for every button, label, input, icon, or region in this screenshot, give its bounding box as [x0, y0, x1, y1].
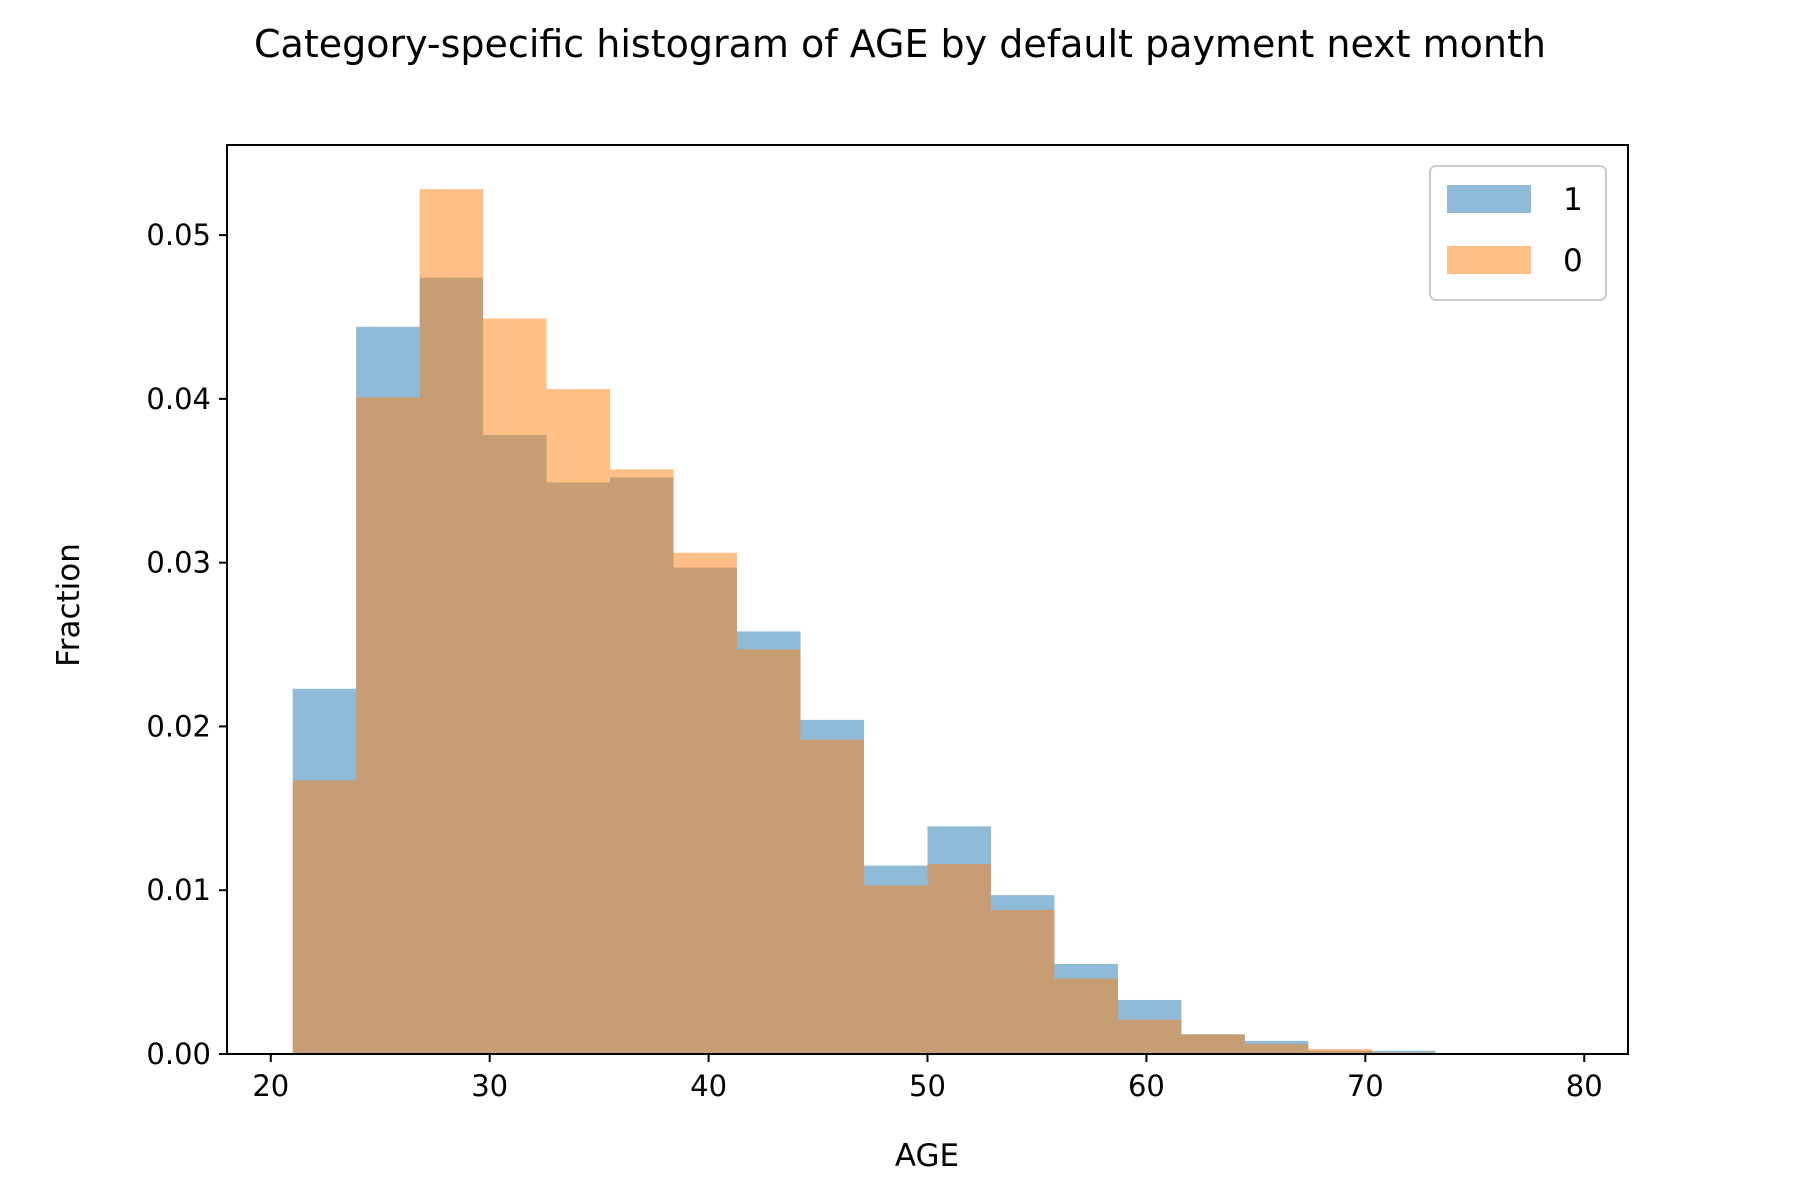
x-tick-label: 60: [1128, 1069, 1165, 1103]
legend-label-series-0: 0: [1563, 243, 1583, 279]
bar-series-0-bin-2: [419, 189, 484, 1054]
bar-series-0-bin-3: [483, 318, 547, 1054]
bar-series-0-bin-16: [1308, 1049, 1372, 1054]
x-tick-label: 70: [1347, 1069, 1384, 1103]
y-axis: 0.00 0.01 0.02 0.03 0.04 0.05: [146, 218, 227, 1071]
y-tick-label: 0.04: [146, 382, 211, 416]
bar-series-0-bin-6: [673, 552, 738, 1054]
legend-label-series-1: 1: [1563, 182, 1583, 218]
y-tick-label: 0.01: [146, 873, 211, 907]
y-tick-label: 0.00: [146, 1037, 211, 1071]
bars-layer: [292, 189, 1436, 1055]
y-axis-label: Fraction: [51, 543, 87, 667]
bar-series-0-bin-12: [1054, 978, 1118, 1054]
y-tick-label: 0.03: [146, 546, 211, 580]
x-axis-label: AGE: [895, 1138, 959, 1174]
legend-swatch-series-1: [1447, 185, 1531, 213]
y-tick-label: 0.05: [146, 218, 211, 252]
y-tick-label: 0.02: [146, 709, 211, 743]
x-tick-label: 50: [909, 1069, 946, 1103]
bar-series-0-bin-4: [546, 389, 611, 1054]
x-tick-label: 20: [252, 1069, 289, 1103]
bar-series-0-bin-15: [1244, 1044, 1309, 1054]
bar-series-0-bin-14: [1181, 1034, 1245, 1054]
x-tick-label: 40: [690, 1069, 727, 1103]
bar-series-0-bin-11: [990, 909, 1055, 1054]
x-tick-label: 80: [1566, 1069, 1603, 1103]
x-axis: 20 30 40 50 60 70 80: [252, 1054, 1603, 1103]
bar-series-0-bin-1: [356, 397, 420, 1054]
legend: 1 0: [1429, 165, 1607, 301]
bar-series-0-bin-13: [1117, 1019, 1182, 1054]
bar-series-0-bin-5: [610, 469, 674, 1055]
bar-series-0-bin-7: [737, 649, 801, 1054]
chart-title: Category-specific histogram of AGE by de…: [254, 22, 1546, 66]
bar-series-0-bin-0: [292, 780, 357, 1054]
bar-series-0-bin-9: [864, 885, 928, 1054]
bar-series-0-bin-8: [800, 739, 865, 1054]
x-tick-label: 30: [471, 1069, 508, 1103]
legend-swatch-series-0: [1447, 246, 1531, 274]
bar-series-0-bin-10: [927, 864, 991, 1054]
